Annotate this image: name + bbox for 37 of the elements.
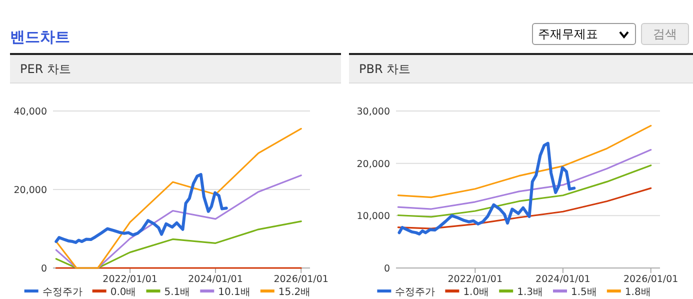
- x-tick-label: 2022/01/01: [448, 274, 503, 285]
- y-tick-label: 20,000: [14, 185, 47, 196]
- chart-title: PER 차트: [20, 62, 71, 76]
- line-series: [397, 148, 652, 210]
- line-series: [55, 220, 302, 269]
- y-tick-label: 0: [40, 264, 47, 274]
- x-tick-label: 2024/01/01: [536, 274, 590, 285]
- legend-label: 5.1배: [164, 287, 190, 298]
- y-tick-label: 0: [384, 264, 390, 274]
- legend-label: 수정주가: [42, 287, 82, 298]
- legend-label: 1.8배: [624, 287, 651, 298]
- legend-label: 10.1배: [218, 287, 250, 298]
- legend-label: 수정주가: [395, 287, 436, 298]
- y-tick-label: 30,000: [356, 106, 390, 118]
- x-tick-label: 2022/01/01: [102, 274, 158, 285]
- line-series: [398, 142, 576, 236]
- x-tick-label: 2026/01/01: [274, 274, 328, 285]
- line-series: [55, 128, 302, 269]
- y-tick-label: 40,000: [14, 106, 47, 118]
- y-tick-label: 20,000: [356, 158, 390, 170]
- line-series: [54, 172, 228, 244]
- legend-label: 1.0배: [463, 287, 490, 298]
- legend-label: 1.3배: [517, 287, 543, 298]
- legend-label: 15.2배: [278, 287, 311, 298]
- line-series: [397, 164, 652, 218]
- text: 검색: [641, 23, 689, 45]
- legend-label: 0.0배: [110, 287, 136, 298]
- x-tick-label: 2026/01/01: [623, 274, 678, 285]
- line-series: [397, 124, 652, 198]
- y-tick-label: 10,000: [356, 211, 390, 222]
- legend-label: 1.5배: [571, 287, 597, 298]
- x-tick-label: 2024/01/01: [188, 274, 243, 285]
- text: 주재무제표: [532, 23, 636, 45]
- chart-title: PBR 차트: [359, 62, 411, 76]
- text: 밴드차트: [10, 28, 70, 47]
- line-series: [397, 187, 652, 230]
- line-series: [55, 174, 302, 269]
